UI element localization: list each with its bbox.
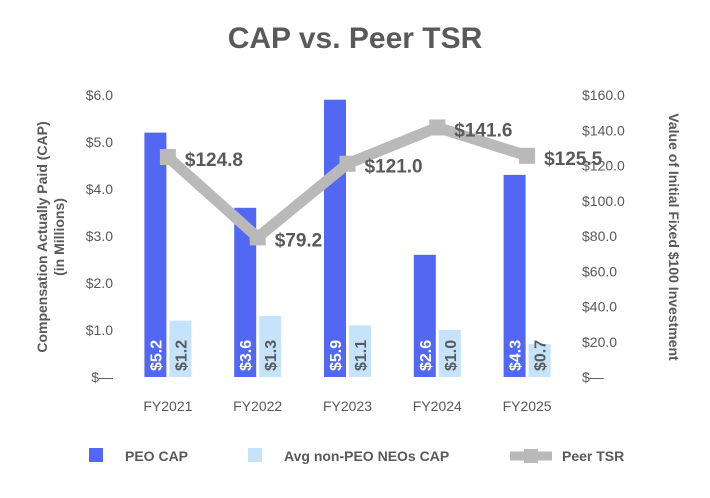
bar-label-avg-neo-cap: $0.7: [533, 340, 550, 371]
bar-peo-cap: [144, 132, 167, 377]
x-tick-labels: FY2021 FY2022 FY2023 FY2024 FY2025: [143, 398, 551, 414]
legend-label-peer-tsr: Peer TSR: [562, 448, 624, 464]
legend-marker-peer-tsr: [524, 449, 538, 463]
bar-label-peo-cap: $2.6: [418, 340, 435, 371]
peer-tsr-data-label: $79.2: [275, 230, 323, 251]
y-left-tick-labels: $— $1.0 $2.0 $3.0 $4.0 $5.0 $6.0: [86, 87, 113, 385]
y-right-tick-label: $80.0: [582, 228, 617, 244]
peer-tsr-data-label: $141.6: [454, 120, 512, 141]
y-right-tick-labels: $— $20.0 $40.0 $60.0 $80.0 $100.0 $120.0 $140.0…: [582, 87, 625, 385]
bar-avg-neo-cap: [438, 330, 461, 377]
bar-label-avg-neo-cap: $1.0: [443, 340, 460, 371]
y-left-axis-title-line2: (in Millions): [51, 198, 67, 276]
legend-swatch-peo-cap: [89, 448, 103, 462]
y-right-tick-label: $140.0: [582, 122, 625, 138]
peer-tsr-data-label: $125.5: [544, 149, 603, 170]
y-right-tick-label: $—: [582, 369, 604, 385]
peer-tsr-line: [164, 121, 529, 243]
y-right-tick-label: $40.0: [582, 299, 617, 315]
bar-peo-cap: [413, 254, 436, 377]
bar-label-peo-cap: $4.3: [508, 340, 525, 371]
bar-label-avg-neo-cap: $1.3: [263, 340, 280, 371]
legend: PEO CAP Avg non-PEO NEOs CAP Peer TSR: [89, 448, 624, 464]
y-left-tick-label: $3.0: [86, 228, 113, 244]
x-tick-label: FY2021: [143, 398, 192, 414]
bars-layer: $5.2 $1.2 $3.6 $1.3 $5.9 $1.1 $2.6 $1.0 $4.3 $0.7: [144, 99, 551, 377]
y-right-tick-label: $160.0: [582, 87, 625, 103]
bar-avg-neo-cap: [259, 315, 282, 377]
peer-tsr-marker: [429, 119, 446, 136]
y-left-tick-label: $6.0: [86, 87, 113, 103]
chart-title: CAP vs. Peer TSR: [228, 22, 483, 55]
bar-avg-neo-cap: [528, 344, 551, 377]
bar-avg-neo-cap: [169, 320, 192, 377]
peer-tsr-line-layer: $124.8 $79.2 $121.0 $141.6 $125.5: [159, 119, 603, 251]
y-right-tick-label: $60.0: [582, 263, 617, 279]
x-tick-label: FY2023: [323, 398, 372, 414]
peer-tsr-marker: [519, 147, 536, 164]
y-left-tick-label: $4.0: [86, 181, 113, 197]
peer-tsr-marker: [249, 229, 266, 246]
peer-tsr-data-label: $124.8: [185, 150, 243, 171]
legend-label-avg-neo-cap: Avg non-PEO NEOs CAP: [284, 448, 449, 464]
bar-peo-cap: [324, 99, 346, 377]
x-tick-label: FY2025: [503, 398, 552, 414]
y-left-tick-label: $2.0: [86, 275, 113, 291]
bar-label-peo-cap: $5.2: [148, 340, 165, 371]
bar-label-peo-cap: $5.9: [328, 340, 345, 371]
y-right-axis-title: Value of Initial Fixed $100 Investment: [666, 113, 682, 361]
peer-tsr-data-label: $121.0: [365, 157, 423, 178]
legend-label-peo-cap: PEO CAP: [125, 448, 188, 464]
bar-label-peo-cap: $3.6: [238, 340, 255, 371]
bar-label-avg-neo-cap: $1.2: [173, 340, 190, 371]
y-left-tick-label: $1.0: [86, 322, 113, 338]
legend-swatch-avg-neo-cap: [248, 448, 262, 462]
bar-label-avg-neo-cap: $1.1: [353, 340, 370, 371]
y-right-tick-label: $20.0: [582, 334, 617, 350]
y-right-tick-label: $120.0: [582, 158, 625, 174]
y-left-tick-label: $—: [91, 369, 113, 385]
y-left-axis-title-line1: Compensation Actually Paid (CAP): [34, 121, 50, 352]
bar-peo-cap: [234, 207, 257, 377]
x-tick-label: FY2024: [413, 398, 462, 414]
x-tick-label: FY2022: [233, 398, 282, 414]
peer-tsr-marker: [159, 149, 176, 166]
y-right-tick-label: $100.0: [582, 193, 625, 209]
bar-avg-neo-cap: [349, 325, 371, 377]
bar-peo-cap: [503, 174, 526, 377]
peer-tsr-marker: [339, 155, 356, 172]
y-left-tick-label: $5.0: [86, 134, 113, 150]
